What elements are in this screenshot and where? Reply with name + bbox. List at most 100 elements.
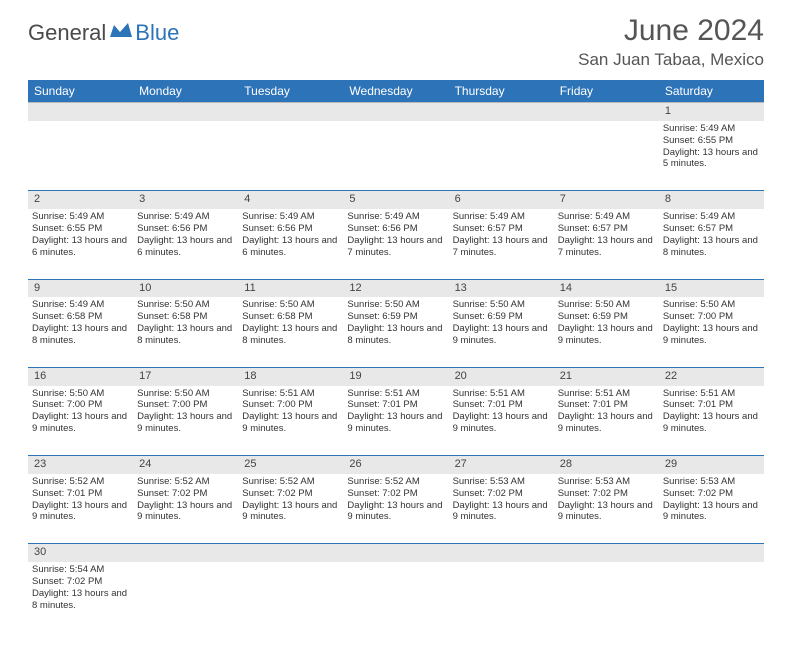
daylight-line: Daylight: 13 hours and 9 minutes. bbox=[453, 323, 548, 346]
sunset-line: Sunset: 6:58 PM bbox=[32, 311, 102, 322]
weekday-header: Saturday bbox=[659, 80, 764, 103]
calendar-day-cell: Sunrise: 5:49 AMSunset: 6:55 PMDaylight:… bbox=[28, 209, 133, 279]
month-title: June 2024 bbox=[578, 14, 764, 48]
calendar-week-row: Sunrise: 5:49 AMSunset: 6:55 PMDaylight:… bbox=[28, 209, 764, 279]
day-number-cell: 22 bbox=[659, 367, 764, 385]
daylight-line: Daylight: 13 hours and 6 minutes. bbox=[32, 235, 127, 258]
calendar-day-cell: Sunrise: 5:52 AMSunset: 7:01 PMDaylight:… bbox=[28, 474, 133, 544]
day-number-row: 2345678 bbox=[28, 191, 764, 209]
day-number-cell: 25 bbox=[238, 456, 343, 474]
calendar-day-cell: Sunrise: 5:49 AMSunset: 6:55 PMDaylight:… bbox=[659, 121, 764, 191]
day-number-cell bbox=[343, 103, 448, 121]
daylight-line: Daylight: 13 hours and 9 minutes. bbox=[558, 500, 653, 523]
sunrise-line: Sunrise: 5:54 AM bbox=[32, 564, 104, 575]
day-content: Sunrise: 5:49 AMSunset: 6:55 PMDaylight:… bbox=[32, 211, 129, 259]
day-content: Sunrise: 5:50 AMSunset: 7:00 PMDaylight:… bbox=[32, 388, 129, 436]
sunrise-line: Sunrise: 5:53 AM bbox=[663, 476, 735, 487]
title-block: June 2024 San Juan Tabaa, Mexico bbox=[578, 14, 764, 70]
calendar-day-cell bbox=[659, 562, 764, 632]
daylight-line: Daylight: 13 hours and 9 minutes. bbox=[663, 411, 758, 434]
day-number-cell: 4 bbox=[238, 191, 343, 209]
calendar-day-cell bbox=[554, 121, 659, 191]
calendar-day-cell: Sunrise: 5:50 AMSunset: 7:00 PMDaylight:… bbox=[133, 386, 238, 456]
sunrise-line: Sunrise: 5:52 AM bbox=[242, 476, 314, 487]
sunset-line: Sunset: 6:56 PM bbox=[137, 223, 207, 234]
calendar-table: SundayMondayTuesdayWednesdayThursdayFrid… bbox=[28, 80, 764, 632]
day-number-cell: 6 bbox=[449, 191, 554, 209]
calendar-day-cell: Sunrise: 5:50 AMSunset: 6:59 PMDaylight:… bbox=[449, 297, 554, 367]
day-number-row: 23242526272829 bbox=[28, 456, 764, 474]
calendar-day-cell bbox=[343, 562, 448, 632]
sunset-line: Sunset: 7:02 PM bbox=[32, 576, 102, 587]
flag-icon bbox=[110, 23, 132, 44]
sunrise-line: Sunrise: 5:50 AM bbox=[453, 299, 525, 310]
calendar-day-cell: Sunrise: 5:52 AMSunset: 7:02 PMDaylight:… bbox=[343, 474, 448, 544]
sunset-line: Sunset: 7:01 PM bbox=[558, 399, 628, 410]
calendar-day-cell: Sunrise: 5:50 AMSunset: 7:00 PMDaylight:… bbox=[28, 386, 133, 456]
day-content: Sunrise: 5:50 AMSunset: 6:59 PMDaylight:… bbox=[453, 299, 550, 347]
daylight-line: Daylight: 13 hours and 9 minutes. bbox=[347, 500, 442, 523]
day-number-cell: 28 bbox=[554, 456, 659, 474]
calendar-week-row: Sunrise: 5:49 AMSunset: 6:55 PMDaylight:… bbox=[28, 121, 764, 191]
page-header: General Blue June 2024 San Juan Tabaa, M… bbox=[28, 14, 764, 70]
sunrise-line: Sunrise: 5:50 AM bbox=[32, 388, 104, 399]
daylight-line: Daylight: 13 hours and 9 minutes. bbox=[137, 411, 232, 434]
calendar-day-cell bbox=[343, 121, 448, 191]
sunrise-line: Sunrise: 5:50 AM bbox=[663, 299, 735, 310]
sunset-line: Sunset: 7:00 PM bbox=[32, 399, 102, 410]
day-number-cell: 9 bbox=[28, 279, 133, 297]
day-number-cell bbox=[449, 544, 554, 562]
daylight-line: Daylight: 13 hours and 9 minutes. bbox=[663, 500, 758, 523]
sunset-line: Sunset: 7:02 PM bbox=[242, 488, 312, 499]
day-number-row: 30 bbox=[28, 544, 764, 562]
sunrise-line: Sunrise: 5:51 AM bbox=[347, 388, 419, 399]
sunset-line: Sunset: 6:58 PM bbox=[137, 311, 207, 322]
daylight-line: Daylight: 13 hours and 9 minutes. bbox=[242, 500, 337, 523]
calendar-day-cell: Sunrise: 5:53 AMSunset: 7:02 PMDaylight:… bbox=[554, 474, 659, 544]
day-content: Sunrise: 5:53 AMSunset: 7:02 PMDaylight:… bbox=[453, 476, 550, 524]
day-number-cell: 1 bbox=[659, 103, 764, 121]
sunset-line: Sunset: 6:59 PM bbox=[453, 311, 523, 322]
day-number-cell bbox=[343, 544, 448, 562]
sunset-line: Sunset: 6:57 PM bbox=[558, 223, 628, 234]
day-number-cell: 21 bbox=[554, 367, 659, 385]
daylight-line: Daylight: 13 hours and 9 minutes. bbox=[558, 323, 653, 346]
day-content: Sunrise: 5:52 AMSunset: 7:01 PMDaylight:… bbox=[32, 476, 129, 524]
weekday-header: Wednesday bbox=[343, 80, 448, 103]
calendar-day-cell: Sunrise: 5:49 AMSunset: 6:58 PMDaylight:… bbox=[28, 297, 133, 367]
sunset-line: Sunset: 7:00 PM bbox=[242, 399, 312, 410]
day-content: Sunrise: 5:50 AMSunset: 6:59 PMDaylight:… bbox=[558, 299, 655, 347]
daylight-line: Daylight: 13 hours and 9 minutes. bbox=[137, 500, 232, 523]
calendar-day-cell bbox=[449, 562, 554, 632]
sunset-line: Sunset: 7:02 PM bbox=[347, 488, 417, 499]
sunset-line: Sunset: 7:02 PM bbox=[453, 488, 523, 499]
calendar-day-cell bbox=[133, 562, 238, 632]
day-number-cell: 15 bbox=[659, 279, 764, 297]
sunset-line: Sunset: 7:01 PM bbox=[347, 399, 417, 410]
daylight-line: Daylight: 13 hours and 9 minutes. bbox=[242, 411, 337, 434]
day-number-cell bbox=[133, 103, 238, 121]
day-content: Sunrise: 5:49 AMSunset: 6:56 PMDaylight:… bbox=[242, 211, 339, 259]
sunset-line: Sunset: 6:56 PM bbox=[242, 223, 312, 234]
day-content: Sunrise: 5:52 AMSunset: 7:02 PMDaylight:… bbox=[347, 476, 444, 524]
calendar-page: General Blue June 2024 San Juan Tabaa, M… bbox=[0, 0, 792, 646]
daylight-line: Daylight: 13 hours and 6 minutes. bbox=[137, 235, 232, 258]
daylight-line: Daylight: 13 hours and 7 minutes. bbox=[347, 235, 442, 258]
day-content: Sunrise: 5:51 AMSunset: 7:01 PMDaylight:… bbox=[347, 388, 444, 436]
daylight-line: Daylight: 13 hours and 5 minutes. bbox=[663, 147, 758, 170]
sunset-line: Sunset: 7:00 PM bbox=[663, 311, 733, 322]
day-content: Sunrise: 5:49 AMSunset: 6:56 PMDaylight:… bbox=[137, 211, 234, 259]
calendar-day-cell: Sunrise: 5:53 AMSunset: 7:02 PMDaylight:… bbox=[659, 474, 764, 544]
calendar-day-cell: Sunrise: 5:51 AMSunset: 7:01 PMDaylight:… bbox=[449, 386, 554, 456]
day-content: Sunrise: 5:50 AMSunset: 7:00 PMDaylight:… bbox=[137, 388, 234, 436]
day-content: Sunrise: 5:52 AMSunset: 7:02 PMDaylight:… bbox=[137, 476, 234, 524]
sunset-line: Sunset: 6:55 PM bbox=[32, 223, 102, 234]
calendar-day-cell: Sunrise: 5:50 AMSunset: 7:00 PMDaylight:… bbox=[659, 297, 764, 367]
calendar-week-row: Sunrise: 5:50 AMSunset: 7:00 PMDaylight:… bbox=[28, 386, 764, 456]
day-content: Sunrise: 5:51 AMSunset: 7:01 PMDaylight:… bbox=[453, 388, 550, 436]
daylight-line: Daylight: 13 hours and 8 minutes. bbox=[347, 323, 442, 346]
calendar-day-cell: Sunrise: 5:51 AMSunset: 7:01 PMDaylight:… bbox=[659, 386, 764, 456]
day-content: Sunrise: 5:49 AMSunset: 6:58 PMDaylight:… bbox=[32, 299, 129, 347]
day-content: Sunrise: 5:49 AMSunset: 6:55 PMDaylight:… bbox=[663, 123, 760, 171]
weekday-header: Tuesday bbox=[238, 80, 343, 103]
